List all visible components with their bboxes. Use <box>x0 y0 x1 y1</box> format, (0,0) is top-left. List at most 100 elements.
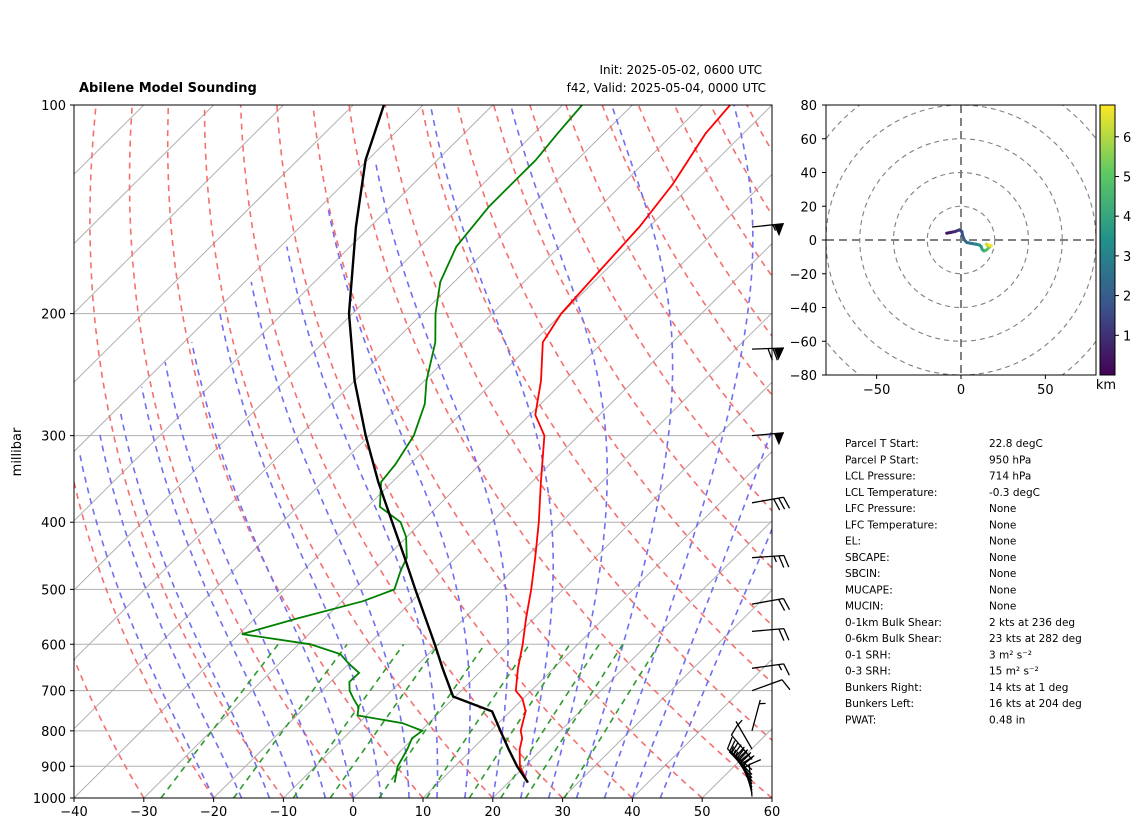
barb-full <box>782 598 791 610</box>
hodo-y-tick-label: −20 <box>790 268 817 283</box>
colorbar-tick-label: 3 <box>1123 250 1131 265</box>
colorbar-ticks: 1 2 3 4 5 6 <box>1115 131 1131 344</box>
mixing-ratio-line <box>378 643 486 798</box>
moist-adiabat <box>164 362 327 798</box>
mixing-ratio-line <box>232 643 348 798</box>
param-value: None <box>989 568 1016 580</box>
barb-full <box>767 348 774 361</box>
param-value: None <box>989 584 1016 596</box>
barb-full <box>783 663 790 676</box>
colorbar-tick-label: 5 <box>1123 170 1131 185</box>
param-label: Bunkers Left: <box>845 698 914 710</box>
isotherm <box>74 105 284 314</box>
isotherm <box>74 105 214 245</box>
wind-barb <box>751 496 791 511</box>
hodograph-segment <box>987 243 993 248</box>
x-tick-label: 10 <box>415 805 432 820</box>
barb-full <box>730 742 739 754</box>
wind-barb <box>751 554 790 568</box>
param-value: 16 kts at 204 deg <box>989 698 1082 710</box>
dry-adiabat <box>276 105 633 798</box>
wind-barbs <box>726 223 791 797</box>
isotherm <box>74 105 703 730</box>
colorbar-tick-label: 2 <box>1123 290 1131 305</box>
colorbar-tick-label: 4 <box>1123 210 1131 225</box>
barb-full <box>743 755 755 764</box>
dry-adiabat <box>420 105 772 684</box>
hodo-x-tick-label: −50 <box>863 383 890 398</box>
x-tick-label: −10 <box>270 805 297 820</box>
param-value: 14 kts at 1 deg <box>989 682 1068 694</box>
moist-adiabat <box>631 427 772 798</box>
dry-adiabat <box>529 105 772 512</box>
x-tick-label: 60 <box>764 805 781 820</box>
hodo-y-tick-label: −40 <box>790 302 817 317</box>
init-time: Init: 2025-05-02, 0600 UTC <box>599 63 762 77</box>
hodo-y-tick-label: 40 <box>800 167 817 182</box>
moist-adiabat <box>78 450 215 798</box>
mixing-ratio-line <box>500 643 601 798</box>
barb-half <box>737 719 743 726</box>
wind-barb <box>730 723 753 760</box>
param-value: 3 m² s⁻² <box>989 649 1032 661</box>
param-value: None <box>989 552 1016 564</box>
barb-shaft <box>735 721 753 750</box>
wind-barb <box>751 223 784 237</box>
moist-adiabat <box>286 246 439 798</box>
mixing-ratio-line <box>292 643 405 798</box>
param-label: LCL Pressure: <box>845 471 916 483</box>
dewpoint-profile <box>241 105 583 783</box>
barb-flag <box>773 223 784 237</box>
wind-barb <box>751 347 785 361</box>
temperature-profile <box>514 105 731 783</box>
barb-full <box>782 496 791 509</box>
isotherm <box>74 105 494 522</box>
barb-shaft <box>727 748 753 771</box>
dry-adiabat <box>239 105 564 798</box>
isotherm <box>562 589 772 798</box>
dry-adiabat <box>637 105 772 338</box>
barb-full <box>783 628 790 641</box>
barb-shaft <box>751 627 784 633</box>
param-label: EL: <box>845 536 861 548</box>
barb-half <box>730 746 735 753</box>
dry-adiabat <box>348 105 772 798</box>
dry-adiabat <box>166 105 424 798</box>
isotherm <box>143 173 772 798</box>
param-value: 2 kts at 236 deg <box>989 617 1075 629</box>
moist-adiabat <box>119 409 271 798</box>
mixing-ratio-line <box>160 643 279 798</box>
y-tick-label: 900 <box>41 760 66 775</box>
barb-shaft <box>728 751 753 775</box>
moist-adiabat <box>219 313 382 798</box>
param-value: -0.3 degC <box>989 487 1040 499</box>
isotherm <box>283 312 772 798</box>
barb-full <box>778 497 786 510</box>
barb-full <box>748 758 762 766</box>
dry-adiabat <box>74 656 145 798</box>
barb-shaft <box>751 597 784 605</box>
moist-adiabat <box>575 105 674 798</box>
y-tick-label: 1000 <box>33 792 66 807</box>
param-label: PWAT: <box>845 714 876 726</box>
dry-adiabat <box>673 105 772 278</box>
wind-barb <box>751 679 791 692</box>
y-tick-label: 800 <box>41 725 66 740</box>
barb-shaft <box>730 734 753 760</box>
y-tick-label: 500 <box>41 583 66 598</box>
hodo-y-tick-label: −80 <box>790 369 817 384</box>
param-label: Bunkers Right: <box>845 682 922 694</box>
barb-half <box>773 555 777 563</box>
x-tick-label: −40 <box>60 805 87 820</box>
wind-barb <box>751 627 790 641</box>
y-tick-label: 100 <box>41 99 66 114</box>
param-label: 0-6km Bulk Shear: <box>845 633 942 645</box>
y-tick-label: 600 <box>41 638 66 653</box>
isotherm <box>74 105 633 661</box>
param-value: None <box>989 536 1016 548</box>
isotherm <box>74 105 424 453</box>
x-tick-label: 40 <box>624 805 641 820</box>
param-value: 23 kts at 282 deg <box>989 633 1082 645</box>
dry-adiabat <box>601 105 772 397</box>
barb-full <box>778 555 785 568</box>
